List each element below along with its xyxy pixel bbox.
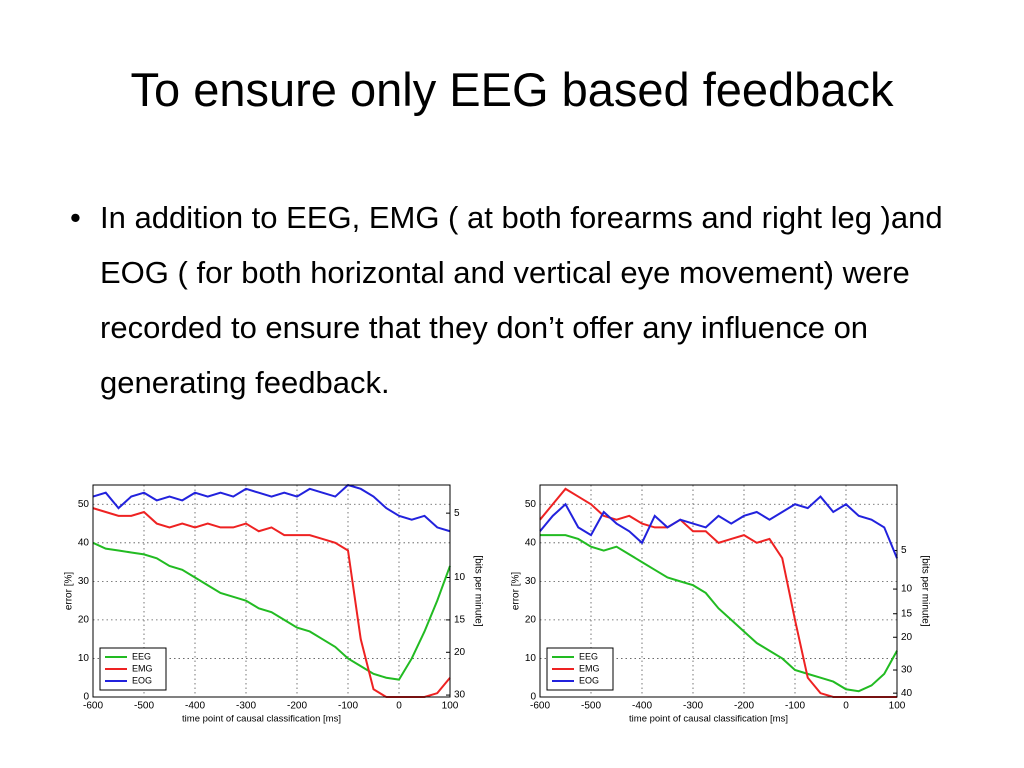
plot-frame (92, 484, 451, 698)
x-axis-label: time point of causal classification [ms] (629, 714, 788, 725)
y-tick-label: 20 (78, 615, 90, 626)
y2-axis-label: [bits per minute] (919, 555, 930, 626)
x-tick-label: -100 (338, 701, 358, 712)
x-tick-label: -200 (287, 701, 307, 712)
x-tick-label: -500 (134, 701, 154, 712)
bullet-dot: • (70, 200, 81, 235)
y2-axis-label: [bits per minute] (472, 555, 483, 626)
legend-label: EEG (579, 651, 598, 661)
y2-tick-label: 20 (901, 632, 913, 643)
legend-label: EMG (579, 663, 600, 673)
bullet: • In addition to EEG, EMG ( at both forea… (70, 190, 970, 410)
legend-label: EOG (579, 675, 599, 685)
bullet-text: In addition to EEG, EMG ( at both forear… (100, 200, 943, 400)
y-tick-label: 10 (78, 653, 90, 664)
y-tick-label: 0 (530, 692, 536, 703)
x-tick-label: -500 (581, 701, 601, 712)
series-line (539, 495, 898, 559)
y2-tick-label: 40 (901, 688, 913, 699)
x-tick-label: -300 (236, 701, 256, 712)
y2-tick-label: 5 (454, 508, 460, 519)
y-tick-label: 40 (78, 537, 90, 548)
y2-tick-label: 10 (901, 584, 913, 595)
plot-frame (539, 484, 898, 698)
x-axis-label: time point of causal classification [ms] (182, 714, 341, 725)
x-tick-label: 0 (396, 701, 402, 712)
series-line (92, 541, 451, 681)
y2-tick-label: 30 (454, 690, 466, 701)
y-tick-label: 50 (78, 499, 90, 510)
x-tick-label: -300 (683, 701, 703, 712)
y-axis-label: error [%] (511, 572, 522, 611)
y-tick-label: 10 (525, 653, 537, 664)
y-tick-label: 30 (78, 576, 90, 587)
y2-tick-label: 15 (454, 615, 466, 626)
legend-label: EEG (132, 651, 151, 661)
legend-label: EMG (132, 663, 153, 673)
series-line (540, 534, 898, 693)
x-tick-label: 100 (889, 701, 906, 712)
y-tick-label: 20 (525, 615, 537, 626)
x-tick-label: -600 (83, 701, 103, 712)
y-tick-label: 0 (83, 692, 89, 703)
y2-tick-label: 5 (901, 545, 907, 556)
y-tick-label: 40 (525, 537, 537, 548)
y2-tick-label: 20 (454, 647, 466, 658)
x-tick-label: -400 (185, 701, 205, 712)
slide-title: To ensure only EEG based feedback (130, 63, 894, 116)
y2-tick-label: 15 (901, 608, 913, 619)
y-tick-label: 50 (525, 499, 537, 510)
y-tick-label: 30 (525, 576, 537, 587)
y2-tick-label: 10 (454, 572, 466, 583)
y2-tick-label: 30 (901, 665, 913, 676)
x-tick-label: 100 (442, 701, 459, 712)
x-tick-label: 0 (843, 701, 849, 712)
x-tick-label: -200 (734, 701, 754, 712)
x-tick-label: -400 (632, 701, 652, 712)
x-tick-label: -100 (785, 701, 805, 712)
x-tick-label: -600 (530, 701, 550, 712)
y-axis-label: error [%] (64, 572, 75, 611)
series-line (92, 483, 451, 533)
legend-label: EOG (132, 675, 152, 685)
